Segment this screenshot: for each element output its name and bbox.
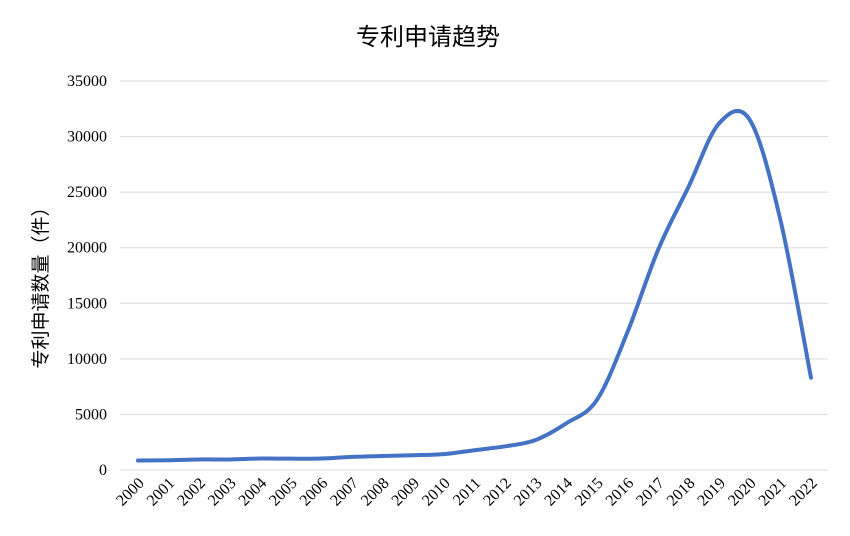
x-tick-label: 2007: [327, 475, 362, 510]
x-tick-labels: 2000200120022003200420052006200720082009…: [113, 475, 821, 510]
x-tick-label: 2003: [205, 475, 240, 510]
x-tick-label: 2012: [480, 475, 515, 510]
x-tick-label: 2021: [756, 475, 791, 510]
y-tick-label: 15000: [67, 295, 107, 312]
y-tick-label: 10000: [67, 351, 107, 368]
x-tick-label: 2018: [664, 475, 699, 510]
x-tick-label: 2022: [786, 475, 821, 510]
y-axis-label: 专利申请数量（件）: [30, 197, 52, 368]
x-tick-label: 2014: [541, 475, 576, 510]
y-tick-labels: 0 5000 10000 15000 20000 25000 30000 35000: [67, 73, 107, 479]
x-tick-label: 2004: [236, 475, 271, 510]
x-tick-label: 2015: [572, 475, 607, 510]
x-tick-label: 2013: [511, 475, 546, 510]
x-tick-label: 2005: [266, 475, 301, 510]
x-tick-label: 2009: [388, 475, 423, 510]
y-tick-label: 35000: [67, 73, 107, 90]
x-tick-label: 2017: [633, 475, 668, 510]
y-tick-label: 25000: [67, 184, 107, 201]
y-tick-label: 0: [99, 462, 107, 479]
y-tick-label: 30000: [67, 129, 107, 146]
gridlines: [120, 80, 828, 471]
y-tick-label: 20000: [67, 240, 107, 257]
x-tick-label: 2019: [694, 475, 729, 510]
y-tick-label: 5000: [75, 406, 107, 423]
x-tick-label: 2008: [358, 475, 393, 510]
series-line: [136, 108, 813, 463]
x-tick-label: 2001: [144, 475, 179, 510]
chart-title: 专利申请趋势: [356, 23, 500, 51]
x-tick-label: 2011: [450, 475, 484, 509]
x-tick-label: 2020: [725, 475, 760, 510]
x-tick-label: 2002: [174, 475, 209, 510]
x-tick-label: 2000: [113, 475, 148, 510]
x-tick-label: 2016: [603, 475, 638, 510]
x-tick-label: 2010: [419, 475, 454, 510]
x-tick-label: 2006: [297, 475, 332, 510]
